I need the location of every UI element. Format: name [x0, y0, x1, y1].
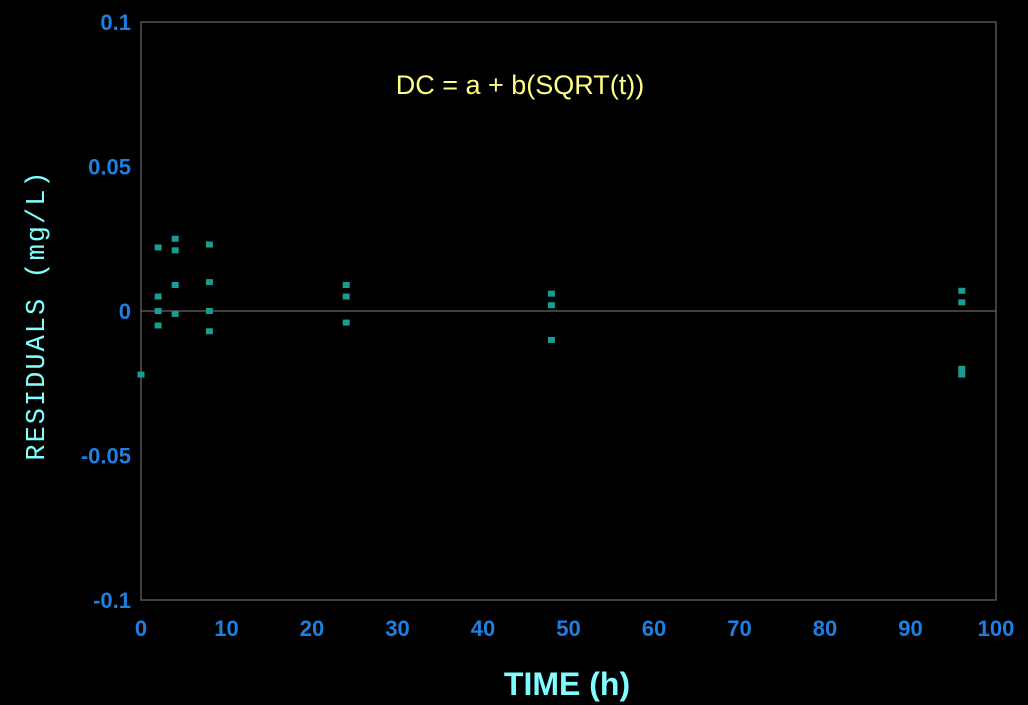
y-tick-label: 0.05 [88, 155, 131, 180]
data-point [547, 302, 555, 309]
x-axis-title: TIME (h) [504, 666, 630, 702]
data-point [958, 299, 966, 306]
data-point [171, 310, 179, 317]
data-point [154, 308, 162, 314]
x-tick-label: 100 [978, 616, 1015, 641]
y-tick-label: -0.1 [93, 588, 131, 613]
data-point [154, 244, 162, 251]
x-tick-label: 20 [300, 616, 324, 641]
data-point [342, 293, 350, 300]
y-tick-label: -0.05 [81, 444, 131, 469]
data-point [171, 247, 179, 254]
data-point [205, 279, 213, 286]
x-tick-label: 70 [727, 616, 751, 641]
data-point [342, 319, 350, 326]
data-point [958, 287, 966, 294]
data-point [547, 336, 555, 343]
data-point [205, 308, 213, 314]
data-point [342, 281, 350, 288]
data-point [171, 235, 179, 242]
y-tick-label: 0 [119, 299, 131, 324]
data-point [958, 365, 966, 372]
model-equation-annotation: DC = a + b(SQRT(t)) [396, 70, 645, 100]
data-point [171, 281, 179, 288]
x-tick-label: 50 [556, 616, 580, 641]
x-tick-label: 0 [135, 616, 147, 641]
x-tick-label: 60 [642, 616, 666, 641]
x-tick-label: 40 [471, 616, 495, 641]
x-tick-label: 80 [813, 616, 837, 641]
y-tick-label: 0.1 [100, 10, 131, 35]
x-tick-label: 30 [385, 616, 409, 641]
data-point [137, 371, 145, 378]
data-point [205, 241, 213, 248]
data-point [154, 322, 162, 329]
data-point [205, 328, 213, 335]
data-point [547, 290, 555, 297]
data-point [958, 371, 966, 378]
data-point [154, 293, 162, 300]
y-axis-title: RESIDUALS (mg/L) [23, 169, 53, 460]
x-tick-label: 10 [214, 616, 238, 641]
x-tick-label: 90 [898, 616, 922, 641]
